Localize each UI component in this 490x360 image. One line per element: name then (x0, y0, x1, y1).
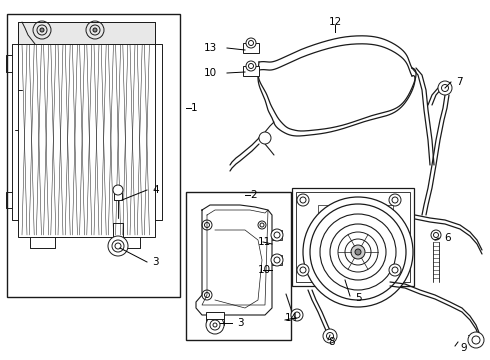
Bar (18, 22, 155, 237)
Circle shape (297, 194, 309, 206)
Text: 10: 10 (258, 265, 271, 275)
Circle shape (323, 329, 337, 343)
Circle shape (206, 316, 224, 334)
Bar (243, 66, 259, 76)
Text: 6: 6 (444, 233, 451, 243)
Text: 3: 3 (152, 257, 159, 267)
Text: 5: 5 (355, 293, 362, 303)
Circle shape (40, 28, 44, 32)
Circle shape (438, 81, 452, 95)
Circle shape (297, 264, 309, 276)
Bar (206, 312, 224, 319)
Bar (18, 22, 155, 44)
Circle shape (291, 309, 303, 321)
Bar (292, 188, 414, 286)
Circle shape (389, 264, 401, 276)
Circle shape (303, 197, 413, 307)
Circle shape (259, 132, 271, 144)
Bar (114, 193, 122, 200)
Circle shape (271, 229, 283, 241)
Bar (243, 43, 259, 53)
Text: 12: 12 (328, 17, 342, 27)
Circle shape (113, 185, 123, 195)
Text: 4: 4 (152, 185, 159, 195)
Bar (272, 255, 282, 265)
Text: 9: 9 (460, 343, 466, 353)
Bar (186, 192, 291, 340)
Circle shape (246, 61, 256, 71)
Circle shape (108, 236, 128, 256)
Circle shape (431, 230, 441, 240)
Text: 10: 10 (204, 68, 217, 78)
Text: 11: 11 (258, 237, 271, 247)
Bar (296, 192, 410, 282)
Text: 1: 1 (191, 103, 197, 113)
Circle shape (93, 28, 97, 32)
Circle shape (355, 249, 361, 255)
Text: 3: 3 (237, 318, 244, 328)
Circle shape (351, 245, 365, 259)
Bar (7, 14, 180, 297)
Text: 13: 13 (204, 43, 217, 53)
Text: 7: 7 (456, 77, 463, 87)
Circle shape (389, 194, 401, 206)
Circle shape (271, 254, 283, 266)
Text: 8: 8 (328, 337, 335, 347)
Bar (272, 230, 282, 240)
Text: 14: 14 (285, 313, 298, 323)
Circle shape (468, 332, 484, 348)
Bar (318, 205, 393, 273)
Circle shape (246, 38, 256, 48)
Text: 2: 2 (250, 190, 257, 200)
